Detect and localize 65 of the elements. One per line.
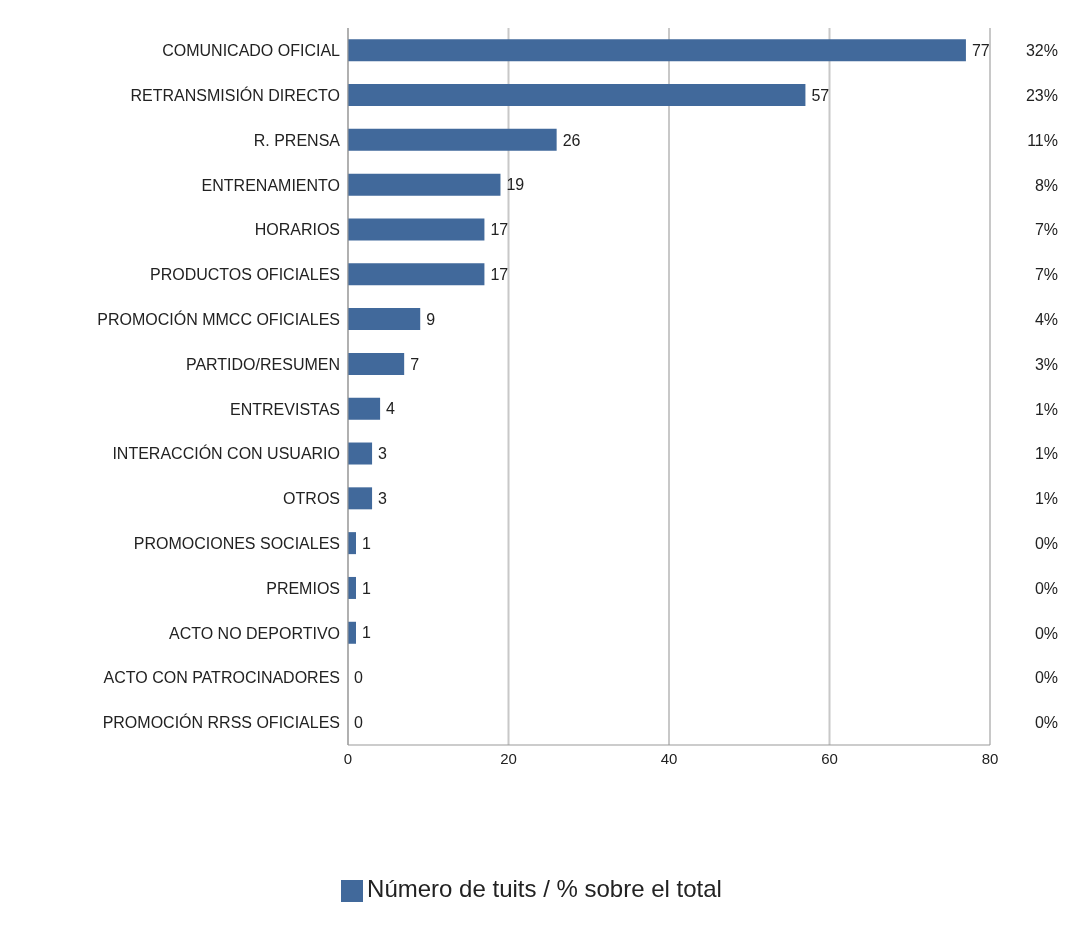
text: 1% [1034, 400, 1058, 418]
data-label: 57 [811, 86, 830, 104]
x-tick-label: 0 [343, 749, 353, 767]
x-tick-label: 60 [821, 749, 838, 767]
data-label: 4 [386, 400, 396, 418]
y-tick-label: INTERACCIÓN CON USUARIO [112, 444, 340, 463]
text: 0% [1034, 579, 1058, 597]
bar [348, 263, 485, 286]
text: 23% [1025, 86, 1058, 104]
y-tick-label: PREMIOS [266, 579, 340, 597]
bar [348, 218, 485, 241]
text: 0% [1034, 669, 1058, 687]
y-tick-label: ACTO NO DEPORTIVO [169, 624, 340, 642]
data-label: 9 [426, 310, 436, 328]
text: 4% [1034, 310, 1058, 328]
bar [348, 397, 381, 420]
bar [348, 84, 806, 107]
data-label: 3 [378, 445, 388, 463]
bar [348, 39, 966, 62]
bar [348, 308, 421, 331]
y-tick-label: COMUNICADO OFICIAL [162, 42, 341, 60]
text: 11% [1027, 131, 1058, 149]
data-label: 0 [354, 714, 363, 732]
y-tick-label: PROMOCIONES SOCIALES [133, 535, 340, 553]
data-label: 17 [490, 265, 509, 283]
data-label: 77 [971, 41, 990, 59]
y-tick-label: ENTREVISTAS [230, 400, 340, 418]
text: 1% [1034, 445, 1058, 463]
y-tick-label: ACTO CON PATROCINADORES [103, 669, 340, 687]
data-label: 1 [362, 534, 372, 552]
y-tick-label: PROMOCIÓN RRSS OFICIALES [102, 713, 340, 732]
bar [348, 352, 405, 375]
text: 0% [1034, 535, 1058, 553]
data-label: 17 [490, 221, 509, 239]
data-label: 1 [362, 579, 372, 597]
data-label: 26 [562, 131, 581, 149]
y-tick-label: RETRANSMISIÓN DIRECTO [130, 85, 340, 104]
bar [348, 487, 373, 510]
text: 32% [1025, 42, 1058, 60]
legend-label: Número de tuits / % sobre el total [367, 875, 722, 902]
data-label: 3 [378, 490, 388, 508]
y-tick-label: PARTIDO/RESUMEN [185, 355, 340, 373]
x-tick-label: 80 [981, 749, 999, 767]
y-tick-label: PRODUCTOS OFICIALES [150, 266, 340, 284]
y-tick-label: PROMOCIÓN MMCC OFICIALES [97, 309, 340, 328]
text: 7% [1034, 266, 1058, 284]
data-label: 0 [354, 669, 363, 687]
data-label: 1 [362, 624, 372, 642]
text: 0% [1034, 624, 1058, 642]
y-tick-label: OTROS [283, 490, 340, 508]
y-tick-label: R. PRENSA [253, 131, 341, 149]
text: 3% [1034, 355, 1058, 373]
data-label: 7 [410, 355, 420, 373]
text: 0% [1034, 714, 1058, 732]
y-tick-label: HORARIOS [254, 221, 340, 239]
bar [348, 128, 557, 151]
bar [348, 173, 501, 196]
text: 7% [1034, 221, 1058, 239]
data-label: 19 [506, 176, 525, 194]
bar [348, 442, 373, 465]
text: 1% [1034, 490, 1058, 508]
x-tick-label: 40 [660, 749, 678, 767]
x-tick-label: 20 [500, 749, 517, 767]
y-tick-label: ENTRENAMIENTO [201, 176, 340, 194]
text: 8% [1034, 176, 1058, 194]
